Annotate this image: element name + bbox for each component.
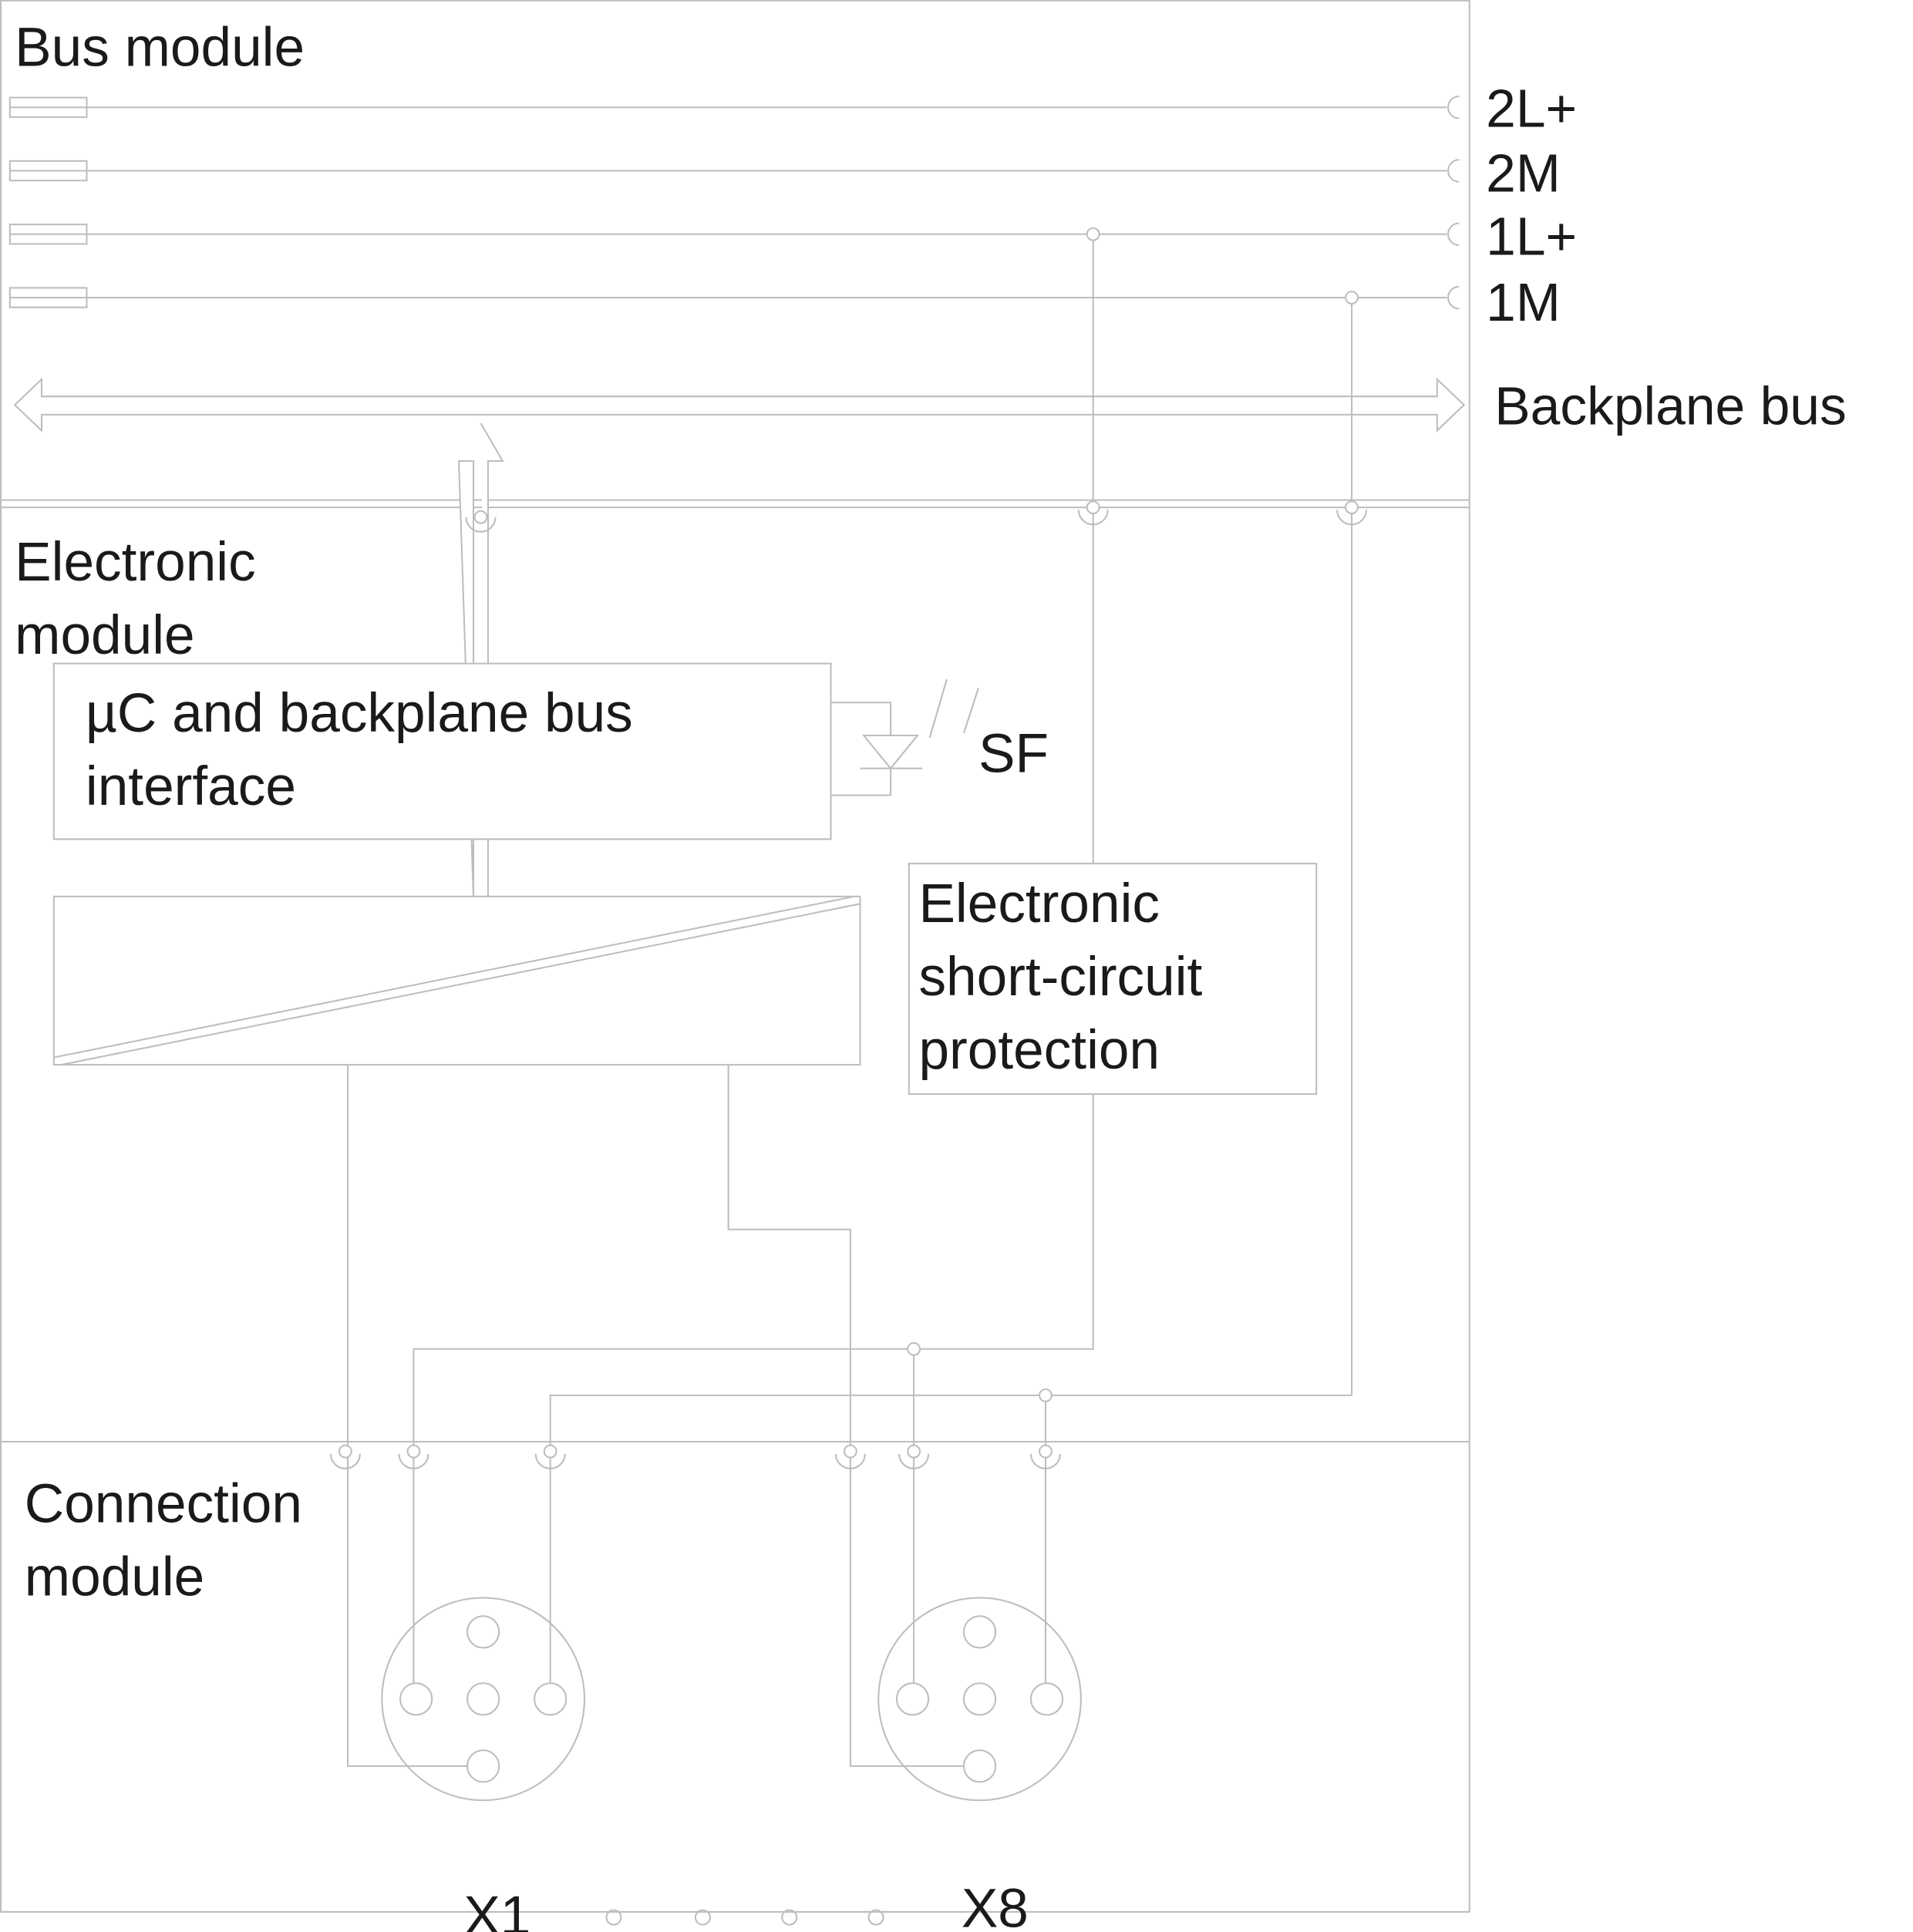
backplane-bus-arrow-icon <box>13 377 1466 433</box>
connector-x8-label: X8 <box>962 1879 1029 1932</box>
short-circuit-protection-block <box>908 863 1318 1096</box>
connection-module-label-2: module <box>25 1547 204 1607</box>
electronic-module-label-1: Electronic <box>15 532 256 593</box>
rail-label: 1M <box>1486 272 1561 332</box>
scp-label-2: short-circuit <box>918 947 1202 1008</box>
terminal-icon <box>1447 159 1460 183</box>
rail-label: 1L+ <box>1486 207 1577 267</box>
uc-block-label-2: interface <box>86 756 296 817</box>
connector-x1-icon <box>381 1597 585 1802</box>
uc-block <box>52 662 832 840</box>
connector-x1-label: X1 <box>463 1886 530 1932</box>
ellipsis-dots-icon <box>605 1909 884 1926</box>
module-frame <box>0 0 1470 1913</box>
rail-2m: 2M <box>8 143 1561 203</box>
junction-icon <box>1345 291 1359 305</box>
bus-module-label: Bus module <box>15 17 305 78</box>
electronic-module-label-2: module <box>15 605 194 666</box>
uc-block-label-1: µC and backplane bus <box>86 683 633 744</box>
sf-led-label: SF <box>978 723 1049 784</box>
led-icon <box>830 678 979 796</box>
connector-x8-icon <box>877 1597 1082 1802</box>
rail-label: 2M <box>1486 143 1561 203</box>
plug-connectors-lower <box>329 1444 1062 1469</box>
rail-1m: 1M <box>8 272 1561 332</box>
wiring <box>347 1065 1352 1767</box>
plug-connectors-upper <box>465 500 1368 533</box>
rail-label: 2L+ <box>1486 79 1577 139</box>
terminal-icon <box>1447 222 1460 247</box>
terminal-icon <box>1447 285 1460 310</box>
converter-block <box>52 895 861 1066</box>
rail-1l-plus: 1L+ <box>8 207 1577 267</box>
scp-label-3: protection <box>918 1020 1160 1081</box>
connection-module-label-1: Connection <box>25 1473 302 1534</box>
rail-2l-plus: 2L+ <box>8 79 1577 139</box>
terminal-icon <box>1447 95 1460 119</box>
backplane-bus-label: Backplane bus <box>1494 376 1847 436</box>
scp-label-1: Electronic <box>918 873 1160 934</box>
junction-icon <box>1086 227 1100 241</box>
